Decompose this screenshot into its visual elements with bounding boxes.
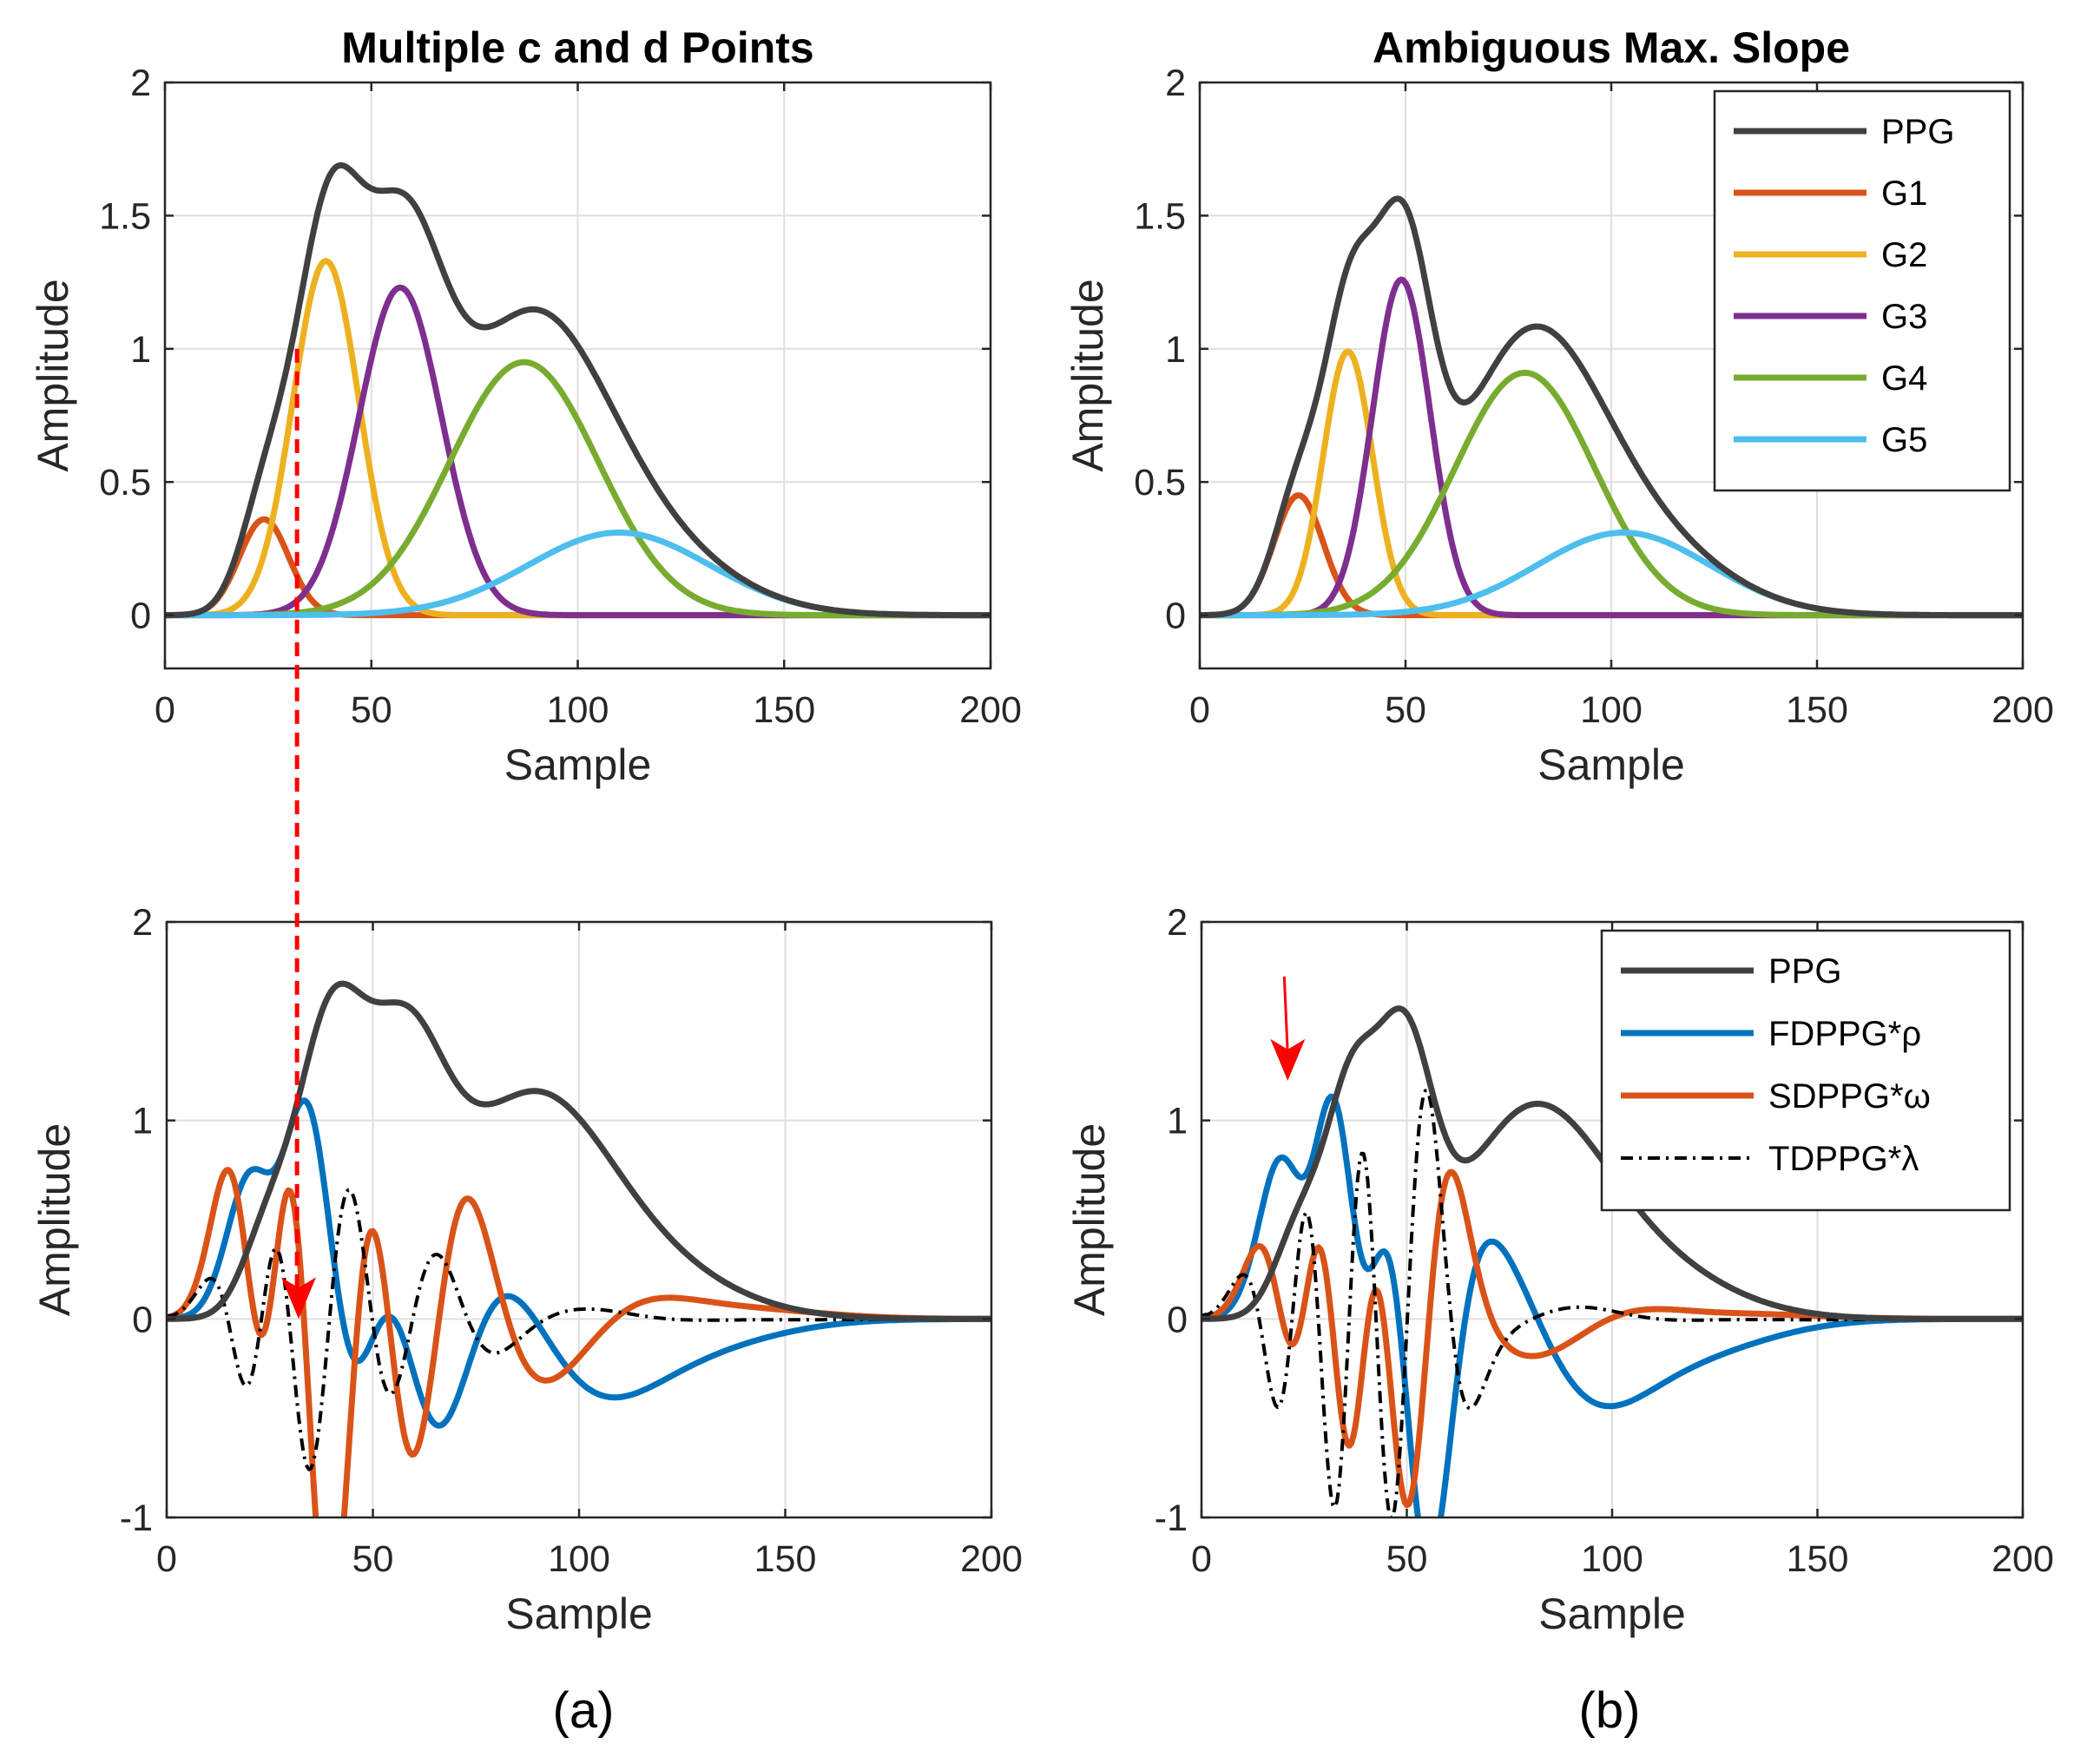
legend-label-g2: G2 <box>1881 236 1927 274</box>
series-ppg-line <box>1200 195 2023 619</box>
legend-label-g4: G4 <box>1881 359 1927 398</box>
x-tick-label: 200 <box>959 689 1022 731</box>
y-tick-label: -1 <box>120 1497 153 1539</box>
x-tick-label: 150 <box>1787 1538 1849 1580</box>
y-tick-label: 2 <box>130 63 151 104</box>
caption-b: (b) <box>1579 1682 1641 1739</box>
legend-label-ppg: PPG <box>1768 952 1841 991</box>
legend-label-g3: G3 <box>1881 298 1927 336</box>
series-ppg-line <box>167 980 991 1322</box>
x-tick-label: 100 <box>1580 689 1643 731</box>
x-tick-label: 200 <box>1992 1538 2054 1580</box>
legend-box <box>1600 929 2011 1212</box>
y-tick-label: 0 <box>130 596 151 637</box>
x-tick-label: 0 <box>1189 689 1210 731</box>
y-tick-label: 2 <box>1167 902 1188 944</box>
y-tick-label: 1 <box>1165 329 1186 371</box>
legend: PPG FDPPG*ρ SDPPG*ω TDPPG*λ <box>1600 929 2011 1212</box>
x-axis-label: Sample <box>1537 740 1685 789</box>
caption-a: (a) <box>553 1682 615 1739</box>
x-tick-label: 50 <box>352 1538 394 1580</box>
series-fdppg-line <box>167 1097 991 1429</box>
y-tick-label: 0 <box>1165 596 1186 637</box>
y-tick-label: -1 <box>1155 1497 1188 1539</box>
legend: PPG G1 G2 G3 G4 G5 <box>1713 89 2011 492</box>
series-lines <box>167 980 991 1517</box>
x-axis-label: Sample <box>505 1590 653 1638</box>
legend-label-fdppg: FDPPG*ρ <box>1768 1015 1921 1053</box>
arrow-head-max-slope <box>1270 1038 1306 1081</box>
y-tick-label: 0.5 <box>99 462 151 504</box>
legend-box <box>1713 89 2011 492</box>
y-tick-label: 0 <box>132 1299 153 1340</box>
x-tick-label: 100 <box>1581 1538 1643 1580</box>
panel-top-left: 0 50 100 150 200 0 0.5 1 1.5 2 Sample Amplitude Mult… <box>29 23 1022 789</box>
y-tick-label: 1 <box>132 1101 153 1142</box>
series-ppg-line <box>165 161 991 619</box>
y-tick-label: 2 <box>132 902 153 944</box>
x-tick-label: 50 <box>1385 689 1426 731</box>
ticks: 0 50 100 150 200 0 0.5 1 1.5 2 <box>1134 63 2054 731</box>
series-lines <box>1200 195 2023 619</box>
x-tick-label: 200 <box>960 1538 1023 1580</box>
legend-label-g1: G1 <box>1881 174 1927 213</box>
x-axis-label: Sample <box>504 740 652 789</box>
y-tick-label: 1.5 <box>99 195 151 237</box>
x-tick-label: 200 <box>1992 689 2054 731</box>
legend-label-tdppg: TDPPG*λ <box>1768 1140 1919 1178</box>
x-tick-label: 150 <box>1786 689 1848 731</box>
y-tick-label: 1 <box>130 329 151 371</box>
y-axis-label: Amplitude <box>30 1123 79 1316</box>
y-tick-label: 1 <box>1167 1101 1188 1142</box>
y-axis-label: Amplitude <box>29 279 77 471</box>
ticks: 0 50 100 150 200 0 0.5 1 1.5 2 <box>99 63 1022 731</box>
legend-label-ppg: PPG <box>1881 113 1954 151</box>
y-tick-label: 0 <box>1167 1299 1188 1340</box>
arrow-head-c-point <box>281 1277 316 1320</box>
panel-top-right: 0 50 100 150 200 0 0.5 1 1.5 2 Sample Amplitude Ambi… <box>1063 23 2054 789</box>
y-tick-label: 0.5 <box>1134 462 1186 504</box>
x-axis-label: Sample <box>1538 1590 1686 1638</box>
chart-title: Ambiguous Max. Slope <box>1373 23 1850 72</box>
annotations <box>281 348 1306 1320</box>
x-tick-label: 0 <box>155 689 175 731</box>
x-tick-label: 150 <box>754 1538 817 1580</box>
x-tick-label: 50 <box>1386 1538 1428 1580</box>
y-tick-label: 2 <box>1165 63 1186 104</box>
x-tick-label: 50 <box>351 689 392 731</box>
chart-title: Multiple c and d Points <box>341 23 813 72</box>
x-tick-label: 100 <box>548 1538 610 1580</box>
x-tick-label: 150 <box>753 689 815 731</box>
legend-label-g5: G5 <box>1881 421 1927 459</box>
y-axis-label: Amplitude <box>1063 279 1112 471</box>
y-tick-label: 1.5 <box>1134 195 1186 237</box>
panel-bottom-right: 0 50 100 150 200-1012SampleAmplitudePPGFDPPG… <box>1065 902 2054 1638</box>
x-tick-label: 0 <box>156 1538 177 1580</box>
y-axis-label: Amplitude <box>1065 1123 1114 1316</box>
x-tick-label: 0 <box>1191 1538 1212 1580</box>
legend-label-sdppg: SDPPG*ω <box>1768 1077 1931 1116</box>
x-tick-label: 100 <box>547 689 609 731</box>
series-lines <box>165 161 991 619</box>
arrow-shaft-max-slope <box>1282 976 1289 1055</box>
